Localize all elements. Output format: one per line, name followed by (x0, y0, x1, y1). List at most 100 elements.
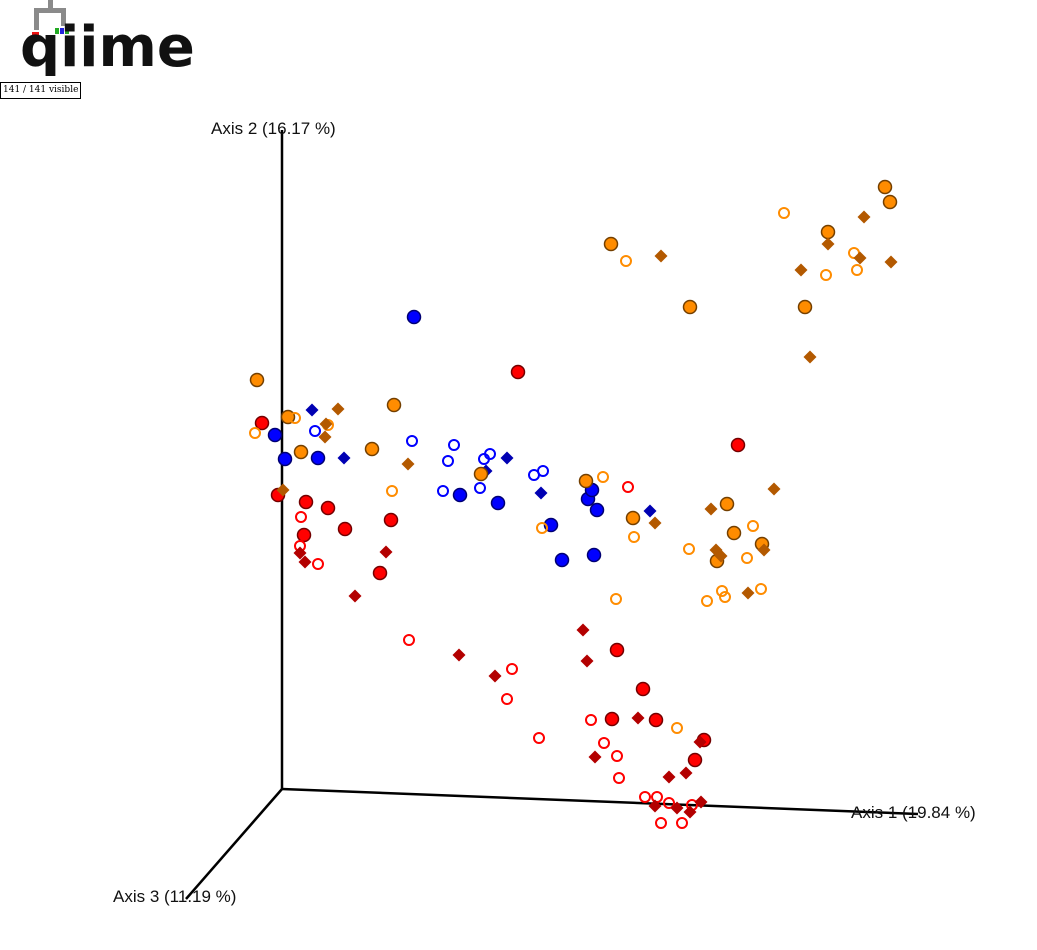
sample-point-red-sphere[interactable] (320, 500, 336, 516)
sample-point-dark-orange-diamond[interactable] (757, 543, 771, 557)
sample-point-red-sphere[interactable] (510, 364, 526, 380)
sample-point-blue-sphere[interactable] (586, 547, 602, 563)
sample-point-orange-ring[interactable] (719, 591, 731, 603)
sample-point-orange-sphere[interactable] (578, 473, 594, 489)
sample-point-orange-ring[interactable] (386, 485, 398, 497)
sample-point-dark-orange-diamond[interactable] (331, 402, 345, 416)
sample-point-dark-orange-diamond[interactable] (319, 417, 333, 431)
sample-point-orange-ring[interactable] (249, 427, 261, 439)
sample-point-dark-blue-diamond[interactable] (534, 486, 548, 500)
sample-point-dark-red-diamond[interactable] (683, 805, 697, 819)
sample-point-blue-ring[interactable] (309, 425, 321, 437)
sample-point-orange-sphere[interactable] (682, 299, 698, 315)
sample-point-dark-orange-diamond[interactable] (821, 237, 835, 251)
sample-point-orange-sphere[interactable] (293, 444, 309, 460)
sample-point-orange-ring[interactable] (289, 412, 301, 424)
sample-point-dark-red-diamond[interactable] (679, 766, 693, 780)
sample-point-blue-ring[interactable] (442, 455, 454, 467)
sample-point-dark-red-diamond[interactable] (298, 555, 312, 569)
sample-point-dark-orange-diamond[interactable] (884, 255, 898, 269)
sample-point-red-sphere[interactable] (648, 712, 664, 728)
sample-point-dark-red-diamond[interactable] (348, 589, 362, 603)
sample-point-blue-ring[interactable] (537, 465, 549, 477)
sample-point-red-ring[interactable] (506, 663, 518, 675)
sample-point-dark-orange-diamond[interactable] (318, 430, 332, 444)
sample-point-red-ring[interactable] (295, 511, 307, 523)
sample-point-orange-ring[interactable] (747, 520, 759, 532)
sample-point-orange-sphere[interactable] (249, 372, 265, 388)
sample-point-orange-sphere[interactable] (726, 525, 742, 541)
sample-point-dark-red-diamond[interactable] (588, 750, 602, 764)
sample-point-red-ring[interactable] (403, 634, 415, 646)
sample-point-dark-red-diamond[interactable] (580, 654, 594, 668)
sample-point-red-ring[interactable] (611, 750, 623, 762)
sample-point-dark-red-diamond[interactable] (662, 770, 676, 784)
sample-point-red-sphere[interactable] (383, 512, 399, 528)
sample-point-dark-orange-diamond[interactable] (767, 482, 781, 496)
sample-point-dark-red-diamond[interactable] (694, 795, 708, 809)
sample-point-orange-ring[interactable] (778, 207, 790, 219)
sample-point-dark-blue-diamond[interactable] (643, 504, 657, 518)
sample-point-orange-ring[interactable] (755, 583, 767, 595)
sample-point-red-ring[interactable] (676, 817, 688, 829)
sample-point-blue-sphere[interactable] (554, 552, 570, 568)
sample-point-orange-sphere[interactable] (386, 397, 402, 413)
sample-point-dark-red-diamond[interactable] (488, 669, 502, 683)
sample-point-red-ring[interactable] (585, 714, 597, 726)
sample-point-orange-sphere[interactable] (797, 299, 813, 315)
sample-point-dark-orange-diamond[interactable] (401, 457, 415, 471)
sample-point-dark-orange-diamond[interactable] (857, 210, 871, 224)
sample-point-orange-ring[interactable] (620, 255, 632, 267)
sample-point-dark-red-diamond[interactable] (379, 545, 393, 559)
sample-point-dark-orange-diamond[interactable] (276, 483, 290, 497)
sample-point-dark-orange-diamond[interactable] (741, 586, 755, 600)
sample-point-orange-ring[interactable] (671, 722, 683, 734)
sample-points[interactable] (249, 179, 898, 829)
sample-point-red-ring[interactable] (663, 797, 675, 809)
sample-point-orange-ring[interactable] (741, 552, 753, 564)
sample-point-blue-sphere[interactable] (277, 451, 293, 467)
sample-point-red-sphere[interactable] (635, 681, 651, 697)
sample-point-orange-sphere[interactable] (625, 510, 641, 526)
sample-point-orange-ring[interactable] (536, 522, 548, 534)
sample-point-red-ring[interactable] (501, 693, 513, 705)
sample-point-dark-red-diamond[interactable] (631, 711, 645, 725)
sample-point-red-ring[interactable] (533, 732, 545, 744)
sample-point-dark-red-diamond[interactable] (670, 801, 684, 815)
sample-point-dark-orange-diamond[interactable] (853, 251, 867, 265)
sample-point-red-sphere[interactable] (298, 494, 314, 510)
sample-point-red-sphere[interactable] (337, 521, 353, 537)
sample-point-red-sphere[interactable] (687, 752, 703, 768)
sample-point-orange-ring[interactable] (610, 593, 622, 605)
sample-point-blue-sphere[interactable] (267, 427, 283, 443)
sample-point-red-ring[interactable] (655, 817, 667, 829)
sample-point-orange-ring[interactable] (597, 471, 609, 483)
sample-point-dark-blue-diamond[interactable] (500, 451, 514, 465)
sample-point-blue-ring[interactable] (474, 482, 486, 494)
sample-point-orange-sphere[interactable] (882, 194, 898, 210)
sample-point-blue-ring[interactable] (406, 435, 418, 447)
sample-point-orange-ring[interactable] (716, 585, 728, 597)
sample-point-red-sphere[interactable] (372, 565, 388, 581)
sample-point-orange-sphere[interactable] (877, 179, 893, 195)
sample-point-red-sphere[interactable] (609, 642, 625, 658)
sample-point-orange-ring[interactable] (683, 543, 695, 555)
sample-point-dark-orange-diamond[interactable] (803, 350, 817, 364)
sample-point-dark-orange-diamond[interactable] (654, 249, 668, 263)
sample-point-blue-sphere[interactable] (589, 502, 605, 518)
sample-point-dark-red-diamond[interactable] (452, 648, 466, 662)
sample-point-blue-sphere[interactable] (452, 487, 468, 503)
sample-point-blue-ring[interactable] (484, 448, 496, 460)
sample-point-orange-sphere[interactable] (364, 441, 380, 457)
sample-point-dark-blue-diamond[interactable] (337, 451, 351, 465)
sample-point-red-sphere[interactable] (730, 437, 746, 453)
sample-point-dark-red-diamond[interactable] (693, 735, 707, 749)
sample-point-red-ring[interactable] (622, 481, 634, 493)
sample-point-red-sphere[interactable] (296, 527, 312, 543)
sample-point-red-ring[interactable] (651, 791, 663, 803)
sample-point-red-sphere[interactable] (604, 711, 620, 727)
sample-point-blue-ring[interactable] (448, 439, 460, 451)
sample-point-red-ring[interactable] (639, 791, 651, 803)
sample-point-dark-red-diamond[interactable] (576, 623, 590, 637)
